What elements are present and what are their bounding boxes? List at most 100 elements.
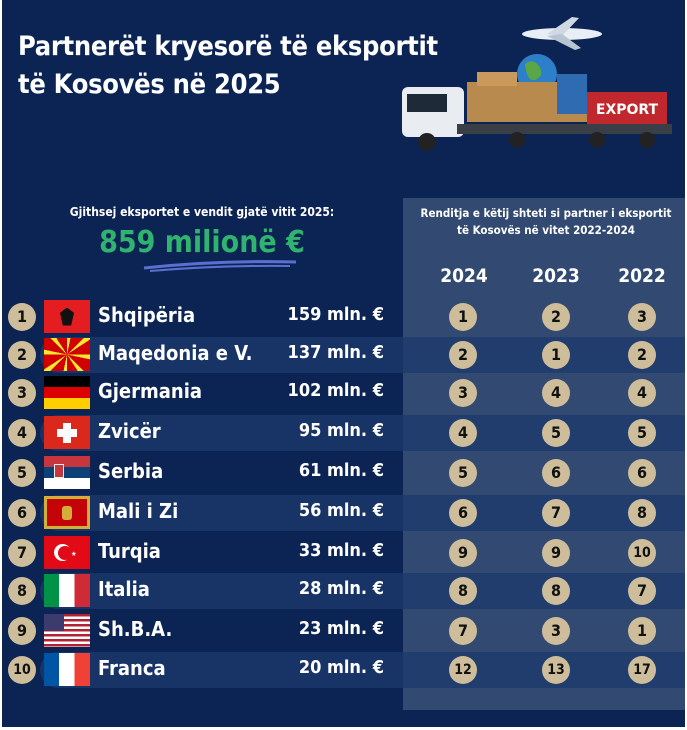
rank-badge: 8	[8, 577, 36, 605]
rank-2024-badge: 4	[449, 419, 477, 447]
rank-2024-badge: 12	[449, 656, 477, 684]
row-band	[40, 337, 685, 373]
rank-2024-badge: 1	[449, 303, 477, 331]
export-value: 61 mln. €	[298, 460, 384, 481]
rank-2023-badge: 4	[542, 379, 570, 407]
export-value: 137 mln. €	[287, 342, 384, 363]
table-row: 1 Shqipëria 159 mln. € 1 2 3	[2, 299, 685, 335]
rank-2022-badge: 5	[628, 419, 656, 447]
page-title: Partnerët kryesorë të eksportit të Kosov…	[18, 28, 438, 104]
export-value: 20 mln. €	[298, 657, 384, 678]
rank-badge: 4	[8, 419, 36, 447]
truck-plane-illustration: EXPORT	[402, 17, 672, 151]
export-value: 102 mln. €	[287, 380, 384, 401]
cargo: EXPORT	[467, 72, 667, 124]
rank-2024-badge: 3	[449, 379, 477, 407]
rank-2024-badge: 7	[449, 617, 477, 645]
export-value: 95 mln. €	[298, 420, 384, 441]
rank-badge: 2	[8, 341, 36, 369]
title-line-1: Partnerët kryesorë të eksportit	[18, 31, 438, 62]
flag-north-macedonia-icon	[44, 338, 90, 371]
rank-badge: 3	[8, 379, 36, 407]
rank-2024-badge: 9	[449, 539, 477, 567]
export-value: 23 mln. €	[298, 618, 384, 639]
table-row: 7 ★ Turqia 33 mln. € 9 9 10	[2, 535, 685, 571]
svg-text:EXPORT: EXPORT	[596, 102, 659, 118]
rank-2023-badge: 13	[542, 656, 570, 684]
rank-2022-badge: 10	[628, 539, 656, 567]
panel-title-line-1: Renditja e këtij shteti si partner i eks…	[420, 206, 672, 220]
row-band	[40, 652, 685, 688]
country-name: Gjermania	[98, 379, 203, 403]
airplane-icon	[522, 17, 602, 50]
table-row: 5 Serbia 61 mln. € 5 6 6	[2, 455, 685, 491]
rank-2023-badge: 2	[542, 303, 570, 331]
rank-2024-badge: 5	[449, 459, 477, 487]
table-row: 9 Sh.B.A. 23 mln. € 7 3 1	[2, 613, 685, 649]
rank-2024-badge: 8	[449, 577, 477, 605]
year-header-2022: 2022	[618, 265, 666, 287]
rank-2022-badge: 8	[628, 499, 656, 527]
table-row: 8 Italia 28 mln. € 8 8 7	[2, 573, 685, 609]
rank-2022-badge: 1	[628, 617, 656, 645]
rank-2023-badge: 5	[542, 419, 570, 447]
row-band	[40, 415, 685, 451]
flag-switzerland-icon	[44, 416, 90, 449]
flag-germany-icon	[44, 376, 90, 409]
rank-2022-badge: 6	[628, 459, 656, 487]
rank-2024-badge: 2	[449, 341, 477, 369]
country-name: Italia	[98, 577, 150, 601]
export-value: 159 mln. €	[287, 304, 384, 325]
country-name: Zvicër	[98, 419, 161, 443]
ranking-panel-title: Renditja e këtij shteti si partner i eks…	[403, 205, 685, 239]
total-exports-label: Gjithsej eksportet e vendit gjatë vitit …	[69, 205, 335, 219]
country-name: Sh.B.A.	[98, 617, 173, 641]
table-row: 2 Maqedonia e V. 137 mln. € 2 1 2	[2, 337, 685, 373]
rank-2023-badge: 3	[542, 617, 570, 645]
flag-montenegro-icon	[44, 496, 90, 529]
rank-2023-badge: 9	[542, 539, 570, 567]
rank-badge: 7	[8, 539, 36, 567]
country-name: Serbia	[98, 459, 164, 483]
rank-badge: 9	[8, 617, 36, 645]
country-name: Turqia	[98, 539, 161, 563]
rank-2024-badge: 6	[449, 499, 477, 527]
flag-albania-icon	[44, 300, 90, 333]
export-value: 33 mln. €	[298, 540, 384, 561]
row-band	[40, 495, 685, 531]
rank-2023-badge: 6	[542, 459, 570, 487]
flag-usa-icon	[44, 614, 90, 647]
flag-turkey-icon: ★	[44, 536, 90, 569]
country-name: Mali i Zi	[98, 499, 179, 523]
table-row: 6 Mali i Zi 56 mln. € 6 7 8	[2, 495, 685, 531]
country-name: Maqedonia e V.	[98, 341, 253, 365]
table-row: 10 Franca 20 mln. € 12 13 17	[2, 652, 685, 688]
rank-badge: 10	[8, 656, 36, 684]
flag-italy-icon	[44, 574, 90, 607]
table-row: 4 Zvicër 95 mln. € 4 5 5	[2, 415, 685, 451]
rank-2023-badge: 8	[542, 577, 570, 605]
row-band	[40, 573, 685, 609]
country-name: Shqipëria	[98, 303, 196, 327]
flag-serbia-icon	[44, 456, 90, 489]
export-value: 56 mln. €	[298, 500, 384, 521]
rank-2022-badge: 3	[628, 303, 656, 331]
panel-title-line-2: të Kosovës në vitet 2022-2024	[457, 223, 635, 237]
rank-2022-badge: 4	[628, 379, 656, 407]
rank-badge: 1	[8, 303, 36, 331]
table-row: 3 Gjermania 102 mln. € 3 4 4	[2, 375, 685, 411]
rank-2022-badge: 2	[628, 341, 656, 369]
rank-badge: 6	[8, 499, 36, 527]
year-header-2023: 2023	[532, 265, 580, 287]
rank-2023-badge: 1	[542, 341, 570, 369]
underline-stroke	[143, 260, 297, 272]
rank-2023-badge: 7	[542, 499, 570, 527]
title-line-2: të Kosovës në 2025	[18, 69, 281, 100]
truck-icon	[402, 87, 672, 151]
total-exports-value: 859 milionë €	[99, 225, 305, 260]
export-value: 28 mln. €	[298, 578, 384, 599]
flag-france-icon	[44, 653, 90, 686]
rank-2022-badge: 7	[628, 577, 656, 605]
rank-2022-badge: 17	[628, 656, 656, 684]
